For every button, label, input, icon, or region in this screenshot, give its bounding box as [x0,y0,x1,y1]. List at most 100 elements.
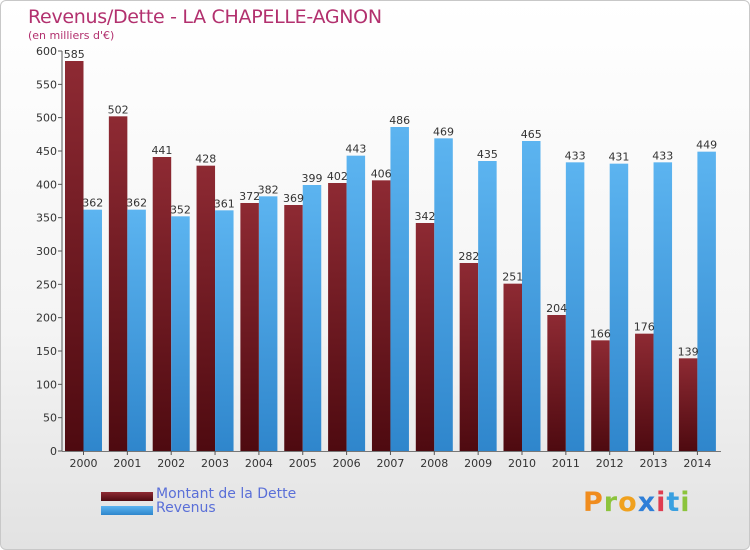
x-tick-label-2013: 2013 [640,457,668,470]
data-label-revenue-2010: 465 [521,128,542,141]
data-label-debt-2002: 441 [151,144,172,157]
bar-revenue-2012 [609,163,629,451]
bar-debt-2012 [591,340,610,451]
bar-debt-2009 [459,263,479,451]
data-label-revenue-2001: 362 [126,197,147,210]
chart-title: Revenus/Dette - LA CHAPELLE-AGNON [28,6,382,28]
bar-revenue-2006 [346,155,366,451]
legend-swatch-revenue [101,506,153,515]
bar-debt-2011 [547,315,566,451]
legend-swatch-debt [101,492,153,501]
bar-revenue-2002 [171,216,190,451]
y-tick-label: 500 [36,112,57,125]
data-label-debt-2010: 251 [502,271,523,284]
data-label-revenue-2003: 361 [214,197,235,210]
data-label-debt-2001: 502 [108,103,129,116]
y-tick-label: 450 [36,145,57,158]
y-tick-label: 350 [36,212,57,225]
chart-labels: 0 50 100 150 200 250 300 350 400 450 500 550 600 585 3… [36,45,717,470]
data-label-revenue-2009: 435 [477,148,498,161]
x-tick-label-2002: 2002 [157,457,185,470]
data-label-debt-2006: 402 [327,170,348,183]
data-label-revenue-2000: 362 [82,197,103,210]
data-label-debt-2003: 428 [195,153,216,166]
data-label-revenue-2012: 431 [608,151,629,164]
data-label-revenue-2006: 443 [345,143,366,156]
x-tick-label-2006: 2006 [333,457,361,470]
bar-revenue-2007 [390,127,409,451]
bar-revenue-2013 [653,162,673,452]
data-label-revenue-2013: 433 [652,149,673,162]
y-tick-label: 550 [36,78,57,91]
bar-revenue-2000 [83,209,102,451]
y-tick-label: 100 [36,378,57,391]
chart-axes [58,50,721,455]
chart-subtitle: (en milliers d'€) [28,29,115,42]
x-tick-label-2011: 2011 [552,457,580,470]
data-label-revenue-2004: 382 [258,183,279,196]
data-label-debt-2014: 139 [678,345,699,358]
chart-bars [65,61,716,452]
y-tick-label: 400 [36,178,57,191]
data-label-revenue-2014: 449 [696,139,717,152]
logo-letter: r [603,487,619,518]
bar-revenue-2004 [258,196,278,451]
bar-debt-2007 [371,180,391,452]
y-tick-label: 300 [36,245,57,258]
data-label-revenue-2008: 469 [433,125,454,138]
x-tick-label-2001: 2001 [113,457,141,470]
data-label-debt-2009: 282 [458,250,479,263]
x-tick-label-2003: 2003 [201,457,229,470]
data-label-debt-2007: 406 [371,167,392,180]
data-label-debt-2008: 342 [415,210,436,223]
data-label-debt-2000: 585 [64,48,85,61]
x-tick-label-2010: 2010 [508,457,536,470]
x-tick-label-2000: 2000 [70,457,98,470]
data-label-debt-2013: 176 [634,321,655,334]
bar-revenue-2005 [302,185,322,451]
data-label-debt-2004: 372 [239,190,260,203]
logo-letter: i [680,487,691,518]
proxiti-logo: Proxiti [583,487,691,518]
legend-label-revenue: Revenus [156,500,216,516]
bar-debt-2014 [678,358,698,451]
bar-debt-2010 [503,283,522,451]
bar-revenue-2009 [478,161,497,451]
logo-letter: t [666,487,681,518]
data-label-revenue-2007: 486 [389,114,410,127]
logo-letter: x [637,487,657,518]
bar-debt-2006 [328,183,347,451]
x-tick-label-2005: 2005 [289,457,317,470]
data-label-debt-2012: 166 [590,327,611,340]
logo-letter: o [618,487,638,518]
bar-debt-2004 [240,203,259,451]
data-label-debt-2011: 204 [546,302,567,315]
bar-revenue-2011 [565,162,585,452]
bar-debt-2002 [152,157,172,451]
legend-label-debt: Montant de la Dette [156,486,297,502]
bar-debt-2013 [635,333,654,451]
y-tick-label: 250 [36,278,57,291]
data-label-revenue-2002: 352 [170,203,191,216]
bar-debt-2000 [65,61,84,451]
bar-debt-2003 [196,165,216,451]
data-label-revenue-2011: 433 [565,149,586,162]
x-tick-label-2009: 2009 [464,457,492,470]
bar-revenue-2003 [215,210,234,451]
logo-letter: i [656,487,667,518]
x-tick-label-2004: 2004 [245,457,273,470]
bar-debt-2005 [284,205,303,451]
y-tick-label: 200 [36,312,57,325]
bar-revenue-2001 [127,209,146,451]
bar-revenue-2008 [434,138,453,452]
bar-revenue-2014 [697,151,716,451]
y-tick-label: 600 [36,45,57,58]
y-tick-label: 0 [50,445,57,458]
x-tick-label-2012: 2012 [596,457,624,470]
y-tick-label: 50 [43,412,57,425]
data-label-debt-2005: 369 [283,192,304,205]
x-tick-label-2007: 2007 [376,457,404,470]
bar-revenue-2010 [522,141,541,451]
